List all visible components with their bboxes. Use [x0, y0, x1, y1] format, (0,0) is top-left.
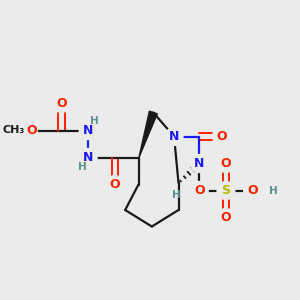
Circle shape	[165, 128, 183, 146]
Text: H: H	[172, 190, 181, 200]
Text: O: O	[216, 130, 227, 143]
Text: S: S	[221, 184, 230, 197]
Circle shape	[106, 176, 124, 194]
Text: O: O	[110, 178, 120, 191]
Text: H: H	[78, 162, 87, 172]
Circle shape	[244, 182, 262, 200]
Circle shape	[79, 122, 97, 140]
Circle shape	[217, 182, 235, 200]
Text: O: O	[26, 124, 37, 137]
Text: H: H	[90, 116, 99, 127]
Text: O: O	[247, 184, 258, 197]
Text: O: O	[220, 157, 231, 170]
Polygon shape	[139, 111, 157, 158]
Text: N: N	[194, 157, 204, 170]
Circle shape	[217, 208, 235, 226]
Circle shape	[217, 154, 235, 172]
Circle shape	[190, 154, 208, 172]
Text: H: H	[269, 185, 278, 196]
Circle shape	[52, 94, 70, 112]
Text: O: O	[194, 184, 205, 197]
Text: N: N	[83, 151, 93, 164]
Circle shape	[190, 182, 208, 200]
Text: N: N	[169, 130, 179, 143]
Circle shape	[79, 148, 97, 166]
Text: O: O	[220, 211, 231, 224]
Text: N: N	[83, 124, 93, 137]
Text: CH₃: CH₃	[2, 125, 24, 135]
Text: O: O	[56, 97, 67, 110]
Circle shape	[213, 128, 230, 146]
